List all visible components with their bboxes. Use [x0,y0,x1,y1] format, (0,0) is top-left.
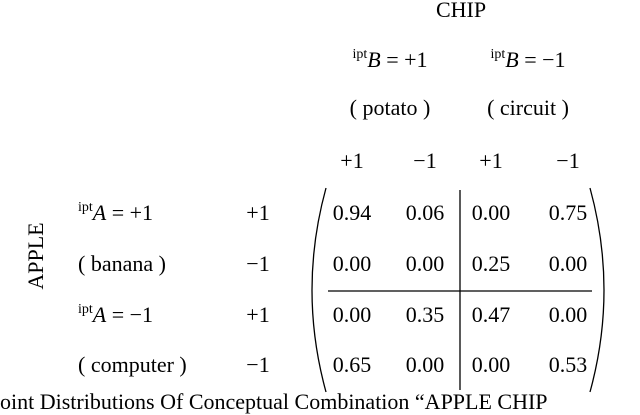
matrix-cell: 0.00 [406,352,445,377]
row-header: iptA = −1 [78,302,153,327]
column-header: iptB = +1 [352,47,427,72]
matrix-cell: 0.00 [472,352,511,377]
column-sign: +1 [340,148,363,173]
right-paren [589,187,605,393]
matrix-cell: 0.35 [406,302,445,327]
relation: = −1 [519,47,566,72]
matrix-cell: 0.00 [406,251,445,276]
matrix-cell: 0.06 [406,200,445,225]
matrix-cell: 0.00 [549,251,588,276]
matrix-cell: 0.00 [472,200,511,225]
row-gloss: ( banana ) [78,251,166,276]
row-sign: +1 [246,200,269,225]
row-title: APPLE [23,222,48,289]
relation: = +1 [381,47,428,72]
caption: oint Distributions Of Conceptual Combina… [0,389,548,414]
matrix-cell: 0.75 [549,200,588,225]
title: CHIP [436,0,486,22]
row-sign: −1 [246,251,269,276]
superscript: ipt [490,47,505,62]
column-sign: −1 [556,148,579,173]
matrix-cell: 0.00 [549,302,588,327]
variable: B [505,47,518,72]
matrix-cell: 0.47 [472,302,511,327]
matrix-cell: 0.65 [333,352,372,377]
column-gloss: ( circuit ) [487,95,569,120]
matrix-cell: 0.25 [472,251,511,276]
matrix-cell: 0.00 [333,251,372,276]
variable: A [91,200,107,225]
column-header: iptB = −1 [490,47,565,72]
relation: = −1 [106,302,153,327]
column-gloss: ( potato ) [350,95,431,120]
superscript: ipt [352,47,367,62]
column-sign: −1 [413,148,436,173]
row-header: iptA = +1 [78,200,153,225]
variable: A [91,302,107,327]
variable: B [367,47,380,72]
relation: = +1 [106,200,153,225]
superscript: ipt [78,302,93,317]
matrix-cell: 0.53 [549,352,588,377]
matrix-cell: 0.94 [333,200,372,225]
left-paren [311,187,327,393]
row-sign: −1 [246,352,269,377]
matrix-cell: 0.00 [333,302,372,327]
row-sign: +1 [246,302,269,327]
row-gloss: ( computer ) [78,352,187,377]
column-sign: +1 [479,148,502,173]
superscript: ipt [78,200,93,215]
